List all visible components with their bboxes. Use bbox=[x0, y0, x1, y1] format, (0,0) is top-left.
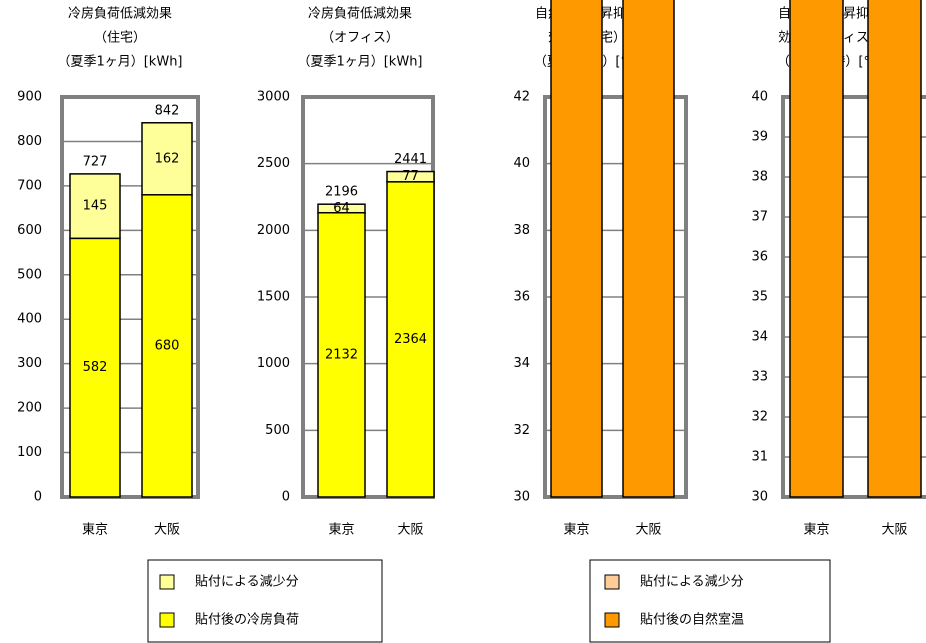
y-tick-label: 500 bbox=[17, 267, 42, 282]
y-tick-label: 200 bbox=[17, 401, 42, 416]
chart-title: （夏季1ヶ月）[kWh] bbox=[297, 55, 422, 70]
y-tick-label: 36 bbox=[513, 290, 530, 305]
bar-segment bbox=[386, 170, 435, 183]
y-tick-label: 800 bbox=[17, 134, 42, 149]
bar-segment bbox=[69, 237, 121, 498]
y-tick-label: 36 bbox=[751, 250, 768, 265]
value-label: 145 bbox=[83, 199, 108, 214]
bar-segment bbox=[141, 194, 193, 498]
y-tick-label: 32 bbox=[751, 410, 768, 425]
legend-box bbox=[147, 559, 383, 643]
bar-segment bbox=[789, 0, 844, 498]
y-tick-label: 600 bbox=[17, 223, 42, 238]
y-tick-label: 40 bbox=[513, 156, 530, 171]
y-tick-label: 0 bbox=[34, 490, 42, 505]
total-label: 2441 bbox=[394, 152, 427, 167]
y-tick-label: 700 bbox=[17, 178, 42, 193]
y-tick-label: 30 bbox=[751, 490, 768, 505]
value-label: 162 bbox=[155, 151, 180, 166]
chart-title: （住宅） bbox=[94, 31, 146, 46]
y-tick-label: 300 bbox=[17, 356, 42, 371]
x-tick-label: 東京 bbox=[82, 522, 108, 538]
y-tick-label: 100 bbox=[17, 445, 42, 460]
legend-box bbox=[589, 559, 831, 643]
total-label: 727 bbox=[83, 154, 108, 169]
y-tick-label: 31 bbox=[751, 450, 768, 465]
x-tick-label: 大阪 bbox=[881, 523, 907, 538]
y-tick-label: 900 bbox=[17, 90, 42, 105]
x-tick-label: 東京 bbox=[803, 522, 829, 538]
value-label: 2364 bbox=[394, 332, 427, 347]
value-label: 582 bbox=[83, 360, 108, 375]
chart-title: （オフィス） bbox=[321, 31, 399, 46]
y-tick-label: 39 bbox=[751, 130, 768, 145]
y-tick-label: 1500 bbox=[257, 290, 290, 305]
y-tick-label: 37 bbox=[751, 210, 768, 225]
legend-swatch bbox=[604, 612, 620, 628]
bar-segment bbox=[317, 203, 366, 214]
y-tick-label: 35 bbox=[751, 290, 768, 305]
chart-title: （夏季1ヶ月）[kWh] bbox=[57, 55, 182, 70]
y-tick-label: 42 bbox=[513, 90, 530, 105]
bar-segment bbox=[867, 0, 922, 498]
y-tick-label: 1000 bbox=[257, 356, 290, 371]
y-tick-label: 0 bbox=[282, 490, 290, 505]
y-tick-label: 400 bbox=[17, 312, 42, 327]
y-tick-label: 2000 bbox=[257, 223, 290, 238]
y-tick-label: 40 bbox=[751, 90, 768, 105]
legend-label: 貼付後の自然室温 bbox=[640, 612, 744, 628]
legend-label: 貼付による減少分 bbox=[195, 574, 299, 590]
legend-swatch bbox=[159, 574, 175, 590]
chart-title: 冷房負荷低減効果 bbox=[308, 6, 412, 22]
legend-label: 貼付後の冷房負荷 bbox=[195, 612, 299, 628]
legend-swatch bbox=[604, 574, 620, 590]
value-label: 2132 bbox=[325, 347, 358, 362]
y-tick-label: 33 bbox=[751, 370, 768, 385]
y-tick-label: 32 bbox=[513, 423, 530, 438]
bar-segment bbox=[622, 0, 675, 498]
plot-frame bbox=[543, 95, 688, 499]
total-label: 842 bbox=[155, 103, 180, 118]
y-tick-label: 38 bbox=[513, 223, 530, 238]
y-tick-label: 3000 bbox=[257, 90, 290, 105]
plot-frame bbox=[60, 95, 200, 499]
bar-segment bbox=[69, 173, 121, 240]
x-tick-label: 大阪 bbox=[397, 523, 423, 538]
y-tick-label: 30 bbox=[513, 490, 530, 505]
value-label: 77 bbox=[402, 169, 419, 184]
y-tick-label: 34 bbox=[513, 356, 530, 371]
x-tick-label: 大阪 bbox=[635, 523, 661, 538]
x-tick-label: 大阪 bbox=[154, 523, 180, 538]
chart-title: 冷房負荷低減効果 bbox=[68, 6, 172, 22]
plot-frame bbox=[781, 95, 926, 499]
x-tick-label: 東京 bbox=[563, 522, 589, 538]
value-label: 680 bbox=[155, 338, 180, 353]
legend-swatch bbox=[159, 612, 175, 628]
legend-label: 貼付による減少分 bbox=[640, 574, 744, 590]
x-tick-label: 東京 bbox=[328, 522, 354, 538]
y-tick-label: 38 bbox=[751, 170, 768, 185]
y-tick-label: 34 bbox=[751, 330, 768, 345]
total-label: 2196 bbox=[325, 185, 358, 200]
y-tick-label: 500 bbox=[265, 423, 290, 438]
y-tick-label: 2500 bbox=[257, 156, 290, 171]
bar-segment bbox=[550, 0, 603, 498]
bar-segment bbox=[141, 122, 193, 196]
value-label: 64 bbox=[333, 201, 350, 216]
